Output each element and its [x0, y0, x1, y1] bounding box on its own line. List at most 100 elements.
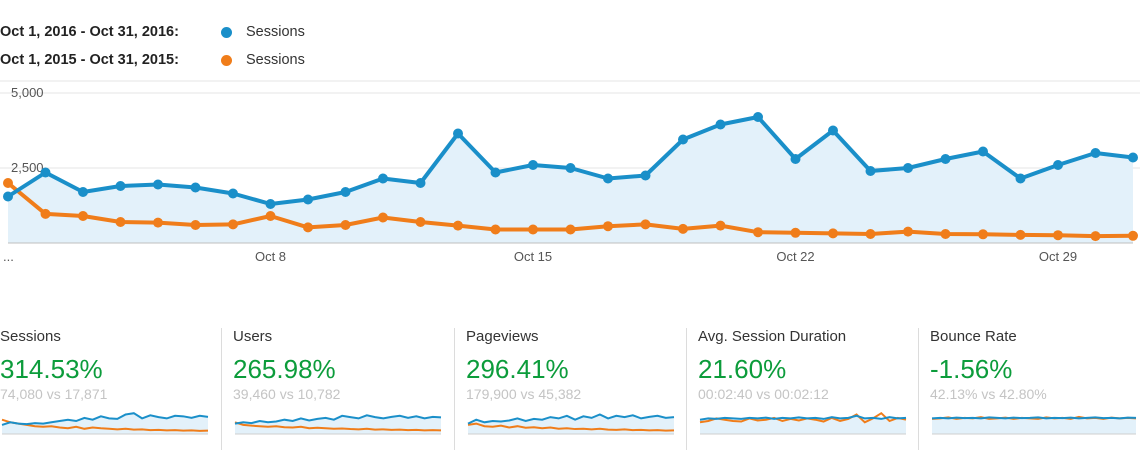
metric-label: Users: [233, 328, 273, 345]
metric-change: 21.60%: [698, 354, 787, 384]
metric-comparison: 00:02:40 vs 00:02:12: [698, 386, 829, 402]
sparkline-fill: [2, 413, 208, 434]
data-point-current: [228, 188, 238, 199]
legend-dot-orange: [221, 54, 232, 66]
sparkline-current: [467, 413, 675, 425]
data-point-current: [40, 167, 51, 178]
legend-series-name: Sessions: [246, 24, 305, 40]
data-point-current: [1053, 160, 1063, 170]
metric-label: Pageviews: [466, 328, 539, 345]
data-point-previous: [153, 217, 163, 228]
y-tick-label: 2,500: [11, 160, 44, 175]
data-point-current: [115, 181, 126, 191]
metric-label: Sessions: [0, 328, 61, 345]
data-point-current: [490, 167, 501, 178]
metric-label: Bounce Rate: [930, 328, 1017, 345]
data-point-previous: [753, 227, 763, 238]
data-point-previous: [78, 211, 88, 221]
data-point-previous: [303, 222, 313, 233]
data-point-previous: [453, 220, 463, 231]
divider: [918, 328, 919, 450]
data-point-previous: [190, 220, 201, 230]
data-point-previous: [528, 224, 538, 235]
data-point-current: [865, 166, 876, 176]
data-point-current: [715, 119, 726, 130]
metrics-row: Sessions 314.53% 74,080 vs 17,871 Users …: [0, 322, 1140, 473]
sparkline-current: [699, 414, 907, 421]
data-point-previous: [603, 221, 613, 232]
data-point-current: [978, 146, 988, 157]
data-point-current: [453, 128, 463, 139]
data-point-previous: [940, 229, 951, 239]
metric-change: 314.53%: [0, 354, 103, 384]
legend-item-current[interactable]: Oct 1, 2016 - Oct 31, 2016: Sessions: [0, 18, 305, 46]
data-point-previous: [715, 220, 726, 231]
sparkline-fill: [932, 417, 1136, 434]
metric-users[interactable]: Users 265.98% 39,460 vs 10,782: [233, 322, 448, 462]
divider: [454, 328, 455, 450]
data-point-previous: [678, 223, 688, 234]
metric-sessions[interactable]: Sessions 314.53% 74,080 vs 17,871: [0, 322, 215, 462]
x-tick-label: ...: [3, 249, 14, 264]
data-point-previous: [228, 219, 238, 230]
sparkline: [699, 411, 907, 435]
x-tick-label: Oct 29: [1039, 249, 1077, 264]
sparkline: [931, 415, 1137, 435]
data-point-previous: [378, 212, 388, 223]
data-point-current: [303, 194, 313, 205]
data-point-previous: [1015, 229, 1026, 240]
data-point-previous: [978, 229, 988, 240]
sessions-line-chart[interactable]: 2,500 5,000... Oct 8 Oct 15 Oct 22 Oct 29: [0, 78, 1140, 273]
divider: [221, 328, 222, 450]
sparkline-previous: [1, 418, 209, 432]
data-point-previous: [115, 217, 126, 227]
legend-item-previous[interactable]: Oct 1, 2015 - Oct 31, 2015: Sessions: [0, 46, 305, 74]
data-point-current: [640, 170, 651, 181]
data-point-current: [1015, 173, 1026, 184]
metric-avg-session-duration[interactable]: Avg. Session Duration 21.60% 00:02:40 vs…: [698, 322, 913, 462]
metric-change: -1.56%: [930, 354, 1013, 384]
chart-legend: Oct 1, 2016 - Oct 31, 2016: Sessions Oct…: [0, 18, 305, 74]
data-point-previous: [3, 178, 13, 188]
data-point-current: [828, 125, 838, 136]
metric-comparison: 74,080 vs 17,871: [0, 386, 108, 402]
data-point-current: [78, 187, 88, 197]
metric-change: 296.41%: [466, 354, 569, 384]
legend-date-range: Oct 1, 2016 - Oct 31, 2016:: [0, 24, 179, 40]
area-fill-current: [8, 117, 1133, 243]
data-point-current: [1128, 152, 1138, 163]
divider: [686, 328, 687, 450]
data-point-current: [153, 179, 163, 190]
metric-pageviews[interactable]: Pageviews 296.41% 179,900 vs 45,382: [466, 322, 681, 462]
data-point-current: [790, 154, 801, 164]
sparkline-previous: [699, 411, 907, 424]
data-point-current: [265, 199, 276, 209]
sparkline-current: [931, 416, 1137, 420]
legend-dot-blue: [221, 26, 232, 38]
data-point-current: [678, 134, 688, 145]
x-tick-label: Oct 15: [514, 249, 552, 264]
legend-date-range: Oct 1, 2015 - Oct 31, 2015:: [0, 52, 179, 68]
sparkline-previous: [234, 421, 442, 432]
data-point-current: [340, 187, 351, 197]
data-point-previous: [265, 211, 276, 221]
data-point-current: [3, 191, 13, 202]
data-point-current: [378, 173, 388, 184]
data-point-current: [903, 163, 913, 173]
metric-bounce-rate[interactable]: Bounce Rate -1.56% 42.13% vs 42.80%: [930, 322, 1140, 462]
data-point-current: [565, 163, 576, 173]
data-point-previous: [490, 224, 501, 235]
sparkline: [234, 414, 442, 435]
metric-comparison: 179,900 vs 45,382: [466, 386, 582, 402]
legend-series-name: Sessions: [246, 52, 305, 68]
data-point-current: [940, 154, 951, 164]
data-point-previous: [1128, 230, 1138, 241]
sparkline-current: [1, 412, 209, 426]
data-point-current: [190, 182, 201, 193]
sparkline-current: [234, 414, 442, 425]
data-point-previous: [828, 228, 838, 239]
x-tick-label: Oct 22: [776, 249, 814, 264]
metric-comparison: 42.13% vs 42.80%: [930, 386, 1047, 402]
data-point-previous: [1053, 230, 1063, 241]
data-point-current: [528, 160, 538, 170]
